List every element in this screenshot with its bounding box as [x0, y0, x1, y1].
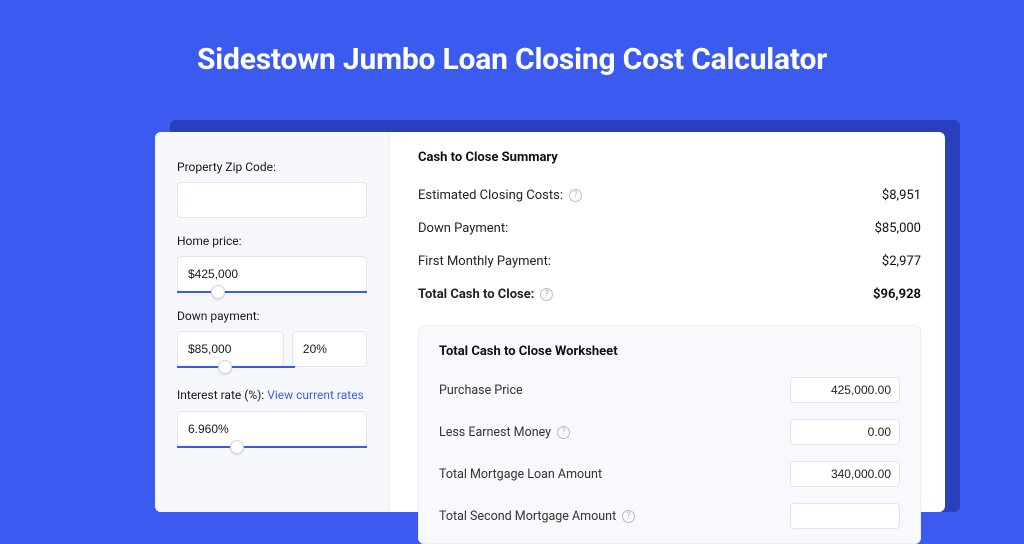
- worksheet-row-label: Less Earnest Money: [439, 425, 551, 440]
- down-payment-input[interactable]: [177, 331, 284, 367]
- worksheet-row-label: Total Second Mortgage Amount: [439, 509, 616, 524]
- page-title: Sidestown Jumbo Loan Closing Cost Calcul…: [0, 0, 1024, 105]
- help-icon[interactable]: ?: [569, 189, 582, 202]
- inputs-panel: Property Zip Code: Home price: Down paym…: [155, 132, 390, 512]
- down-payment-slider-thumb[interactable]: [218, 360, 232, 374]
- summary-row-total: Total Cash to Close: ? $96,928: [418, 278, 921, 311]
- zip-label: Property Zip Code:: [177, 160, 367, 174]
- home-price-label: Home price:: [177, 234, 367, 248]
- summary-row-label: Estimated Closing Costs:: [418, 188, 563, 203]
- summary-row-value: $85,000: [875, 221, 921, 236]
- home-price-field: Home price:: [177, 234, 367, 293]
- worksheet-row: Total Second Mortgage Amount ?: [439, 495, 900, 537]
- worksheet-row-input[interactable]: [790, 461, 900, 487]
- calculator-card: Property Zip Code: Home price: Down paym…: [155, 132, 945, 512]
- summary-row-label: Total Cash to Close:: [418, 287, 534, 302]
- worksheet-row: Less Earnest Money ?: [439, 411, 900, 453]
- interest-rate-input[interactable]: [177, 411, 367, 447]
- summary-row-value: $2,977: [882, 254, 921, 269]
- summary-panel: Cash to Close Summary Estimated Closing …: [390, 132, 945, 512]
- worksheet-card: Total Cash to Close Worksheet Purchase P…: [418, 325, 921, 544]
- interest-rate-slider[interactable]: [177, 446, 367, 448]
- worksheet-row-input[interactable]: [790, 419, 900, 445]
- worksheet-row-label: Purchase Price: [439, 383, 523, 398]
- worksheet-row-label: Total Mortgage Loan Amount: [439, 467, 602, 482]
- interest-rate-slider-thumb[interactable]: [230, 440, 244, 454]
- home-price-slider-thumb[interactable]: [211, 285, 225, 299]
- worksheet-row-input[interactable]: [790, 377, 900, 403]
- summary-row-value: $8,951: [882, 188, 921, 203]
- interest-rate-field: Interest rate (%): View current rates: [177, 384, 367, 448]
- view-rates-link[interactable]: View current rates: [267, 388, 364, 402]
- home-price-slider[interactable]: [177, 291, 367, 293]
- summary-row: Estimated Closing Costs: ? $8,951: [418, 179, 921, 212]
- interest-rate-label: Interest rate (%):: [177, 388, 267, 402]
- down-payment-slider[interactable]: [177, 366, 295, 368]
- help-icon[interactable]: ?: [557, 426, 570, 439]
- help-icon[interactable]: ?: [540, 288, 553, 301]
- down-payment-field: Down payment:: [177, 309, 367, 368]
- down-payment-pct-input[interactable]: [292, 331, 367, 367]
- worksheet-row: Purchase Price: [439, 369, 900, 411]
- down-payment-label: Down payment:: [177, 309, 367, 323]
- worksheet-row: Total Mortgage Loan Amount: [439, 453, 900, 495]
- summary-row-label: First Monthly Payment:: [418, 254, 551, 269]
- zip-input[interactable]: [177, 182, 367, 218]
- home-price-input[interactable]: [177, 256, 367, 292]
- zip-field: Property Zip Code:: [177, 160, 367, 218]
- worksheet-title: Total Cash to Close Worksheet: [439, 344, 900, 359]
- summary-row-label: Down Payment:: [418, 221, 508, 236]
- summary-row-value: $96,928: [873, 287, 921, 302]
- worksheet-row-input[interactable]: [790, 503, 900, 529]
- summary-row: Down Payment: $85,000: [418, 212, 921, 245]
- help-icon[interactable]: ?: [622, 510, 635, 523]
- summary-title: Cash to Close Summary: [418, 150, 921, 165]
- summary-row: First Monthly Payment: $2,977: [418, 245, 921, 278]
